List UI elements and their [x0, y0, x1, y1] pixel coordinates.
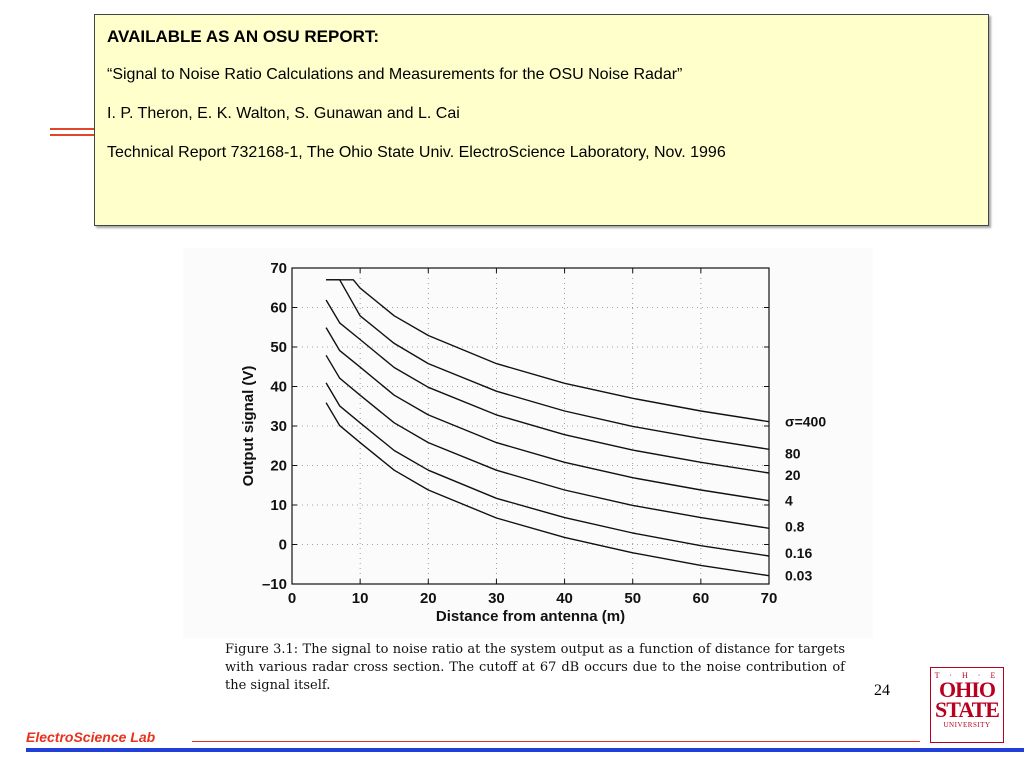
- report-publication: Technical Report 732168-1, The Ohio Stat…: [107, 144, 726, 161]
- logo-university: UNIVERSITY: [943, 721, 991, 729]
- y-tick-label: 10: [270, 497, 287, 514]
- series-label: 20: [785, 467, 801, 483]
- series-line: [326, 279, 770, 423]
- y-tick-label: –10: [262, 576, 287, 593]
- series-line: [325, 327, 770, 502]
- y-tick-label: 40: [270, 379, 287, 396]
- series-label: σ=400: [785, 414, 826, 430]
- x-tick-label: 20: [420, 590, 437, 607]
- series-line: [325, 382, 770, 557]
- footer-thick-rule: [26, 748, 1024, 752]
- series-line: [326, 279, 770, 450]
- x-axis-label: Distance from antenna (m): [436, 608, 625, 625]
- page-number: 24: [874, 682, 890, 699]
- y-tick-label: 20: [270, 458, 287, 475]
- chart-svg: 0 10 20 30 40 50 60 70–10010203040506070Distanc…: [240, 260, 826, 625]
- series-label: 0.8: [785, 518, 805, 534]
- series-line: [325, 299, 770, 474]
- report-box: AVAILABLE AS AN OSU REPORT: “Signal to N…: [94, 14, 989, 226]
- x-tick-label: 10: [352, 590, 369, 607]
- series-label: 80: [785, 445, 801, 461]
- series-line: [325, 402, 770, 577]
- osu-logo: T · H · E OHIO STATE UNIVERSITY: [930, 667, 1004, 743]
- x-tick-label: 50: [624, 590, 641, 607]
- report-heading: AVAILABLE AS AN OSU REPORT:: [107, 27, 380, 46]
- logo-state: STATE: [935, 697, 1000, 722]
- y-tick-label: 70: [270, 260, 287, 277]
- series-label: 4: [785, 493, 793, 509]
- report-title: “Signal to Noise Ratio Calculations and …: [107, 66, 683, 83]
- series-label: 0.16: [785, 545, 812, 561]
- y-tick-label: 30: [270, 418, 287, 435]
- x-tick-label: 70: [761, 590, 778, 607]
- series-line: [325, 354, 770, 529]
- series-label: 0.03: [785, 568, 812, 584]
- accent-line-top: [50, 128, 96, 130]
- figure-caption: Figure 3.1: The signal to noise ratio at…: [225, 642, 845, 693]
- x-tick-label: 30: [488, 590, 505, 607]
- footer-thin-rule: [192, 741, 920, 742]
- logo-ohio: OHIO: [939, 677, 996, 702]
- y-axis-label: Output signal (V): [240, 366, 257, 487]
- y-tick-label: 60: [270, 300, 287, 317]
- accent-lines: [50, 128, 96, 140]
- x-tick-label: 40: [556, 590, 573, 607]
- y-tick-label: 50: [270, 339, 287, 356]
- accent-line-bottom: [50, 134, 96, 136]
- x-tick-label: 60: [693, 590, 710, 607]
- footer-label: ElectroScience Lab: [26, 729, 156, 745]
- logo-the: T · H · E: [934, 671, 1000, 680]
- chart-area: 0 10 20 30 40 50 60 70 –10 0 10 20 30 40 50 60 70 Distanc…: [183, 248, 873, 638]
- y-tick-label: 0: [279, 537, 287, 554]
- x-tick-label: 0: [288, 590, 296, 607]
- report-authors: I. P. Theron, E. K. Walton, S. Gunawan a…: [107, 105, 460, 122]
